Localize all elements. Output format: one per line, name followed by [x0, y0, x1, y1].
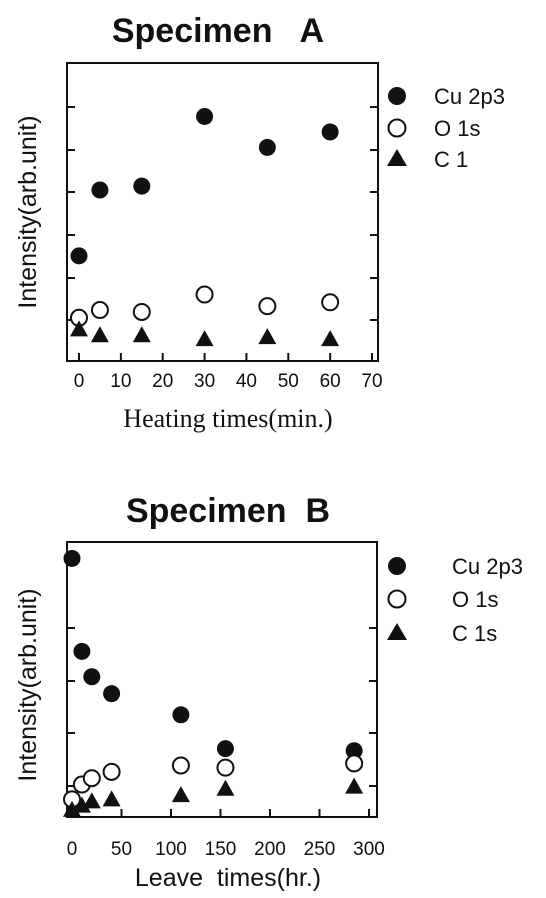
data-point-filled-triangle	[72, 796, 91, 813]
data-point-open-circle	[102, 762, 121, 781]
chart-title: Specimen A	[112, 12, 324, 50]
data-point-filled-circle	[63, 549, 81, 567]
y-ticks	[67, 106, 378, 321]
legend-marker-filled-triangle	[387, 149, 407, 166]
legend-label-cu-2p3: Cu 2p3	[434, 84, 505, 109]
x-tick-label: 10	[110, 371, 131, 392]
chart-specimen-a: Specimen A 0 10 20 30 40 50 60 70 Heating times…	[14, 12, 505, 433]
legend: Cu 2p3 O 1s C 1s	[387, 554, 523, 646]
legend-label-o-1s: O 1s	[434, 116, 480, 141]
data-point-open-circle	[258, 297, 277, 316]
data-points	[70, 107, 340, 347]
data-point-open-circle	[82, 769, 101, 788]
legend-marker-open-circle	[387, 589, 407, 609]
data-point-filled-circle	[258, 138, 276, 156]
data-point-open-circle	[132, 302, 151, 321]
data-points	[63, 549, 364, 817]
plot-frame	[66, 62, 379, 362]
y-axis-label: Intensity(arb.unit)	[14, 115, 42, 308]
legend-label-o-1s: O 1s	[452, 587, 498, 612]
data-point-filled-circle	[321, 123, 339, 141]
x-tick-label: 40	[236, 371, 257, 392]
x-tick-labels: 0 10 20 30 40 50 60 70	[74, 371, 383, 392]
data-point-open-circle	[216, 758, 235, 777]
legend-label-c-1: C 1	[434, 147, 468, 172]
x-tick-label: 50	[111, 839, 132, 860]
legend: Cu 2p3 O 1s C 1	[387, 84, 505, 172]
x-tick-label: 200	[254, 839, 286, 860]
x-tick-label: 150	[205, 839, 237, 860]
data-point-filled-triangle	[70, 320, 88, 337]
data-point-filled-triangle	[132, 326, 151, 343]
x-tick-label: 0	[74, 371, 85, 392]
data-point-open-circle	[195, 285, 214, 304]
data-point-filled-circle	[70, 247, 88, 265]
data-point-filled-triangle	[216, 779, 235, 796]
legend-marker-filled-triangle	[387, 623, 407, 640]
x-tick-label: 50	[278, 371, 299, 392]
plot-frame	[66, 541, 378, 818]
data-point-filled-triangle	[90, 326, 109, 343]
x-axis-label: Leave times(hr.)	[135, 864, 321, 892]
x-tick-label: 250	[304, 839, 336, 860]
x-tick-label: 60	[320, 371, 341, 392]
data-point-filled-triangle	[63, 800, 81, 817]
legend-marker-open-circle	[387, 118, 407, 138]
x-ticks	[71, 809, 370, 817]
chart-title: Specimen B	[126, 492, 330, 530]
data-point-filled-circle	[345, 742, 363, 760]
x-tick-label: 300	[353, 839, 385, 860]
data-point-filled-circle	[73, 642, 91, 660]
data-point-filled-triangle	[345, 777, 364, 794]
data-point-open-circle	[171, 756, 190, 775]
data-point-filled-circle	[103, 685, 121, 703]
data-point-filled-circle	[133, 177, 151, 195]
data-point-filled-circle	[172, 706, 190, 724]
data-point-filled-circle	[216, 740, 234, 758]
data-point-filled-triangle	[82, 792, 101, 809]
x-axis-label: Heating times(min.)	[123, 404, 332, 433]
x-tick-label: 0	[67, 839, 78, 860]
legend-marker-filled-circle	[388, 557, 406, 575]
x-ticks	[78, 353, 373, 361]
data-point-filled-circle	[196, 107, 214, 125]
x-tick-label: 70	[361, 371, 382, 392]
x-tick-label: 100	[155, 839, 187, 860]
legend-label-cu-2p3: Cu 2p3	[452, 554, 523, 579]
data-point-filled-circle	[83, 668, 101, 686]
legend-label-c-1s: C 1s	[452, 621, 497, 646]
data-point-filled-circle	[91, 181, 109, 199]
x-tick-labels: 0 50 100 150 200 250 300	[67, 839, 385, 860]
data-point-open-circle	[321, 293, 340, 312]
data-point-filled-triangle	[195, 330, 214, 347]
chart-specimen-b: Specimen B 0 50 100 150 200 250 300 Leave time…	[14, 492, 523, 892]
data-point-filled-triangle	[102, 790, 121, 807]
data-point-filled-triangle	[321, 330, 340, 347]
legend-marker-filled-circle	[388, 87, 406, 105]
x-tick-label: 30	[194, 371, 215, 392]
data-point-filled-triangle	[171, 786, 190, 803]
x-tick-label: 20	[152, 371, 173, 392]
data-point-open-circle	[90, 301, 109, 320]
data-point-open-circle	[345, 754, 364, 773]
y-axis-label: Intensity(arb.unit)	[14, 588, 42, 781]
data-point-filled-triangle	[258, 328, 277, 345]
